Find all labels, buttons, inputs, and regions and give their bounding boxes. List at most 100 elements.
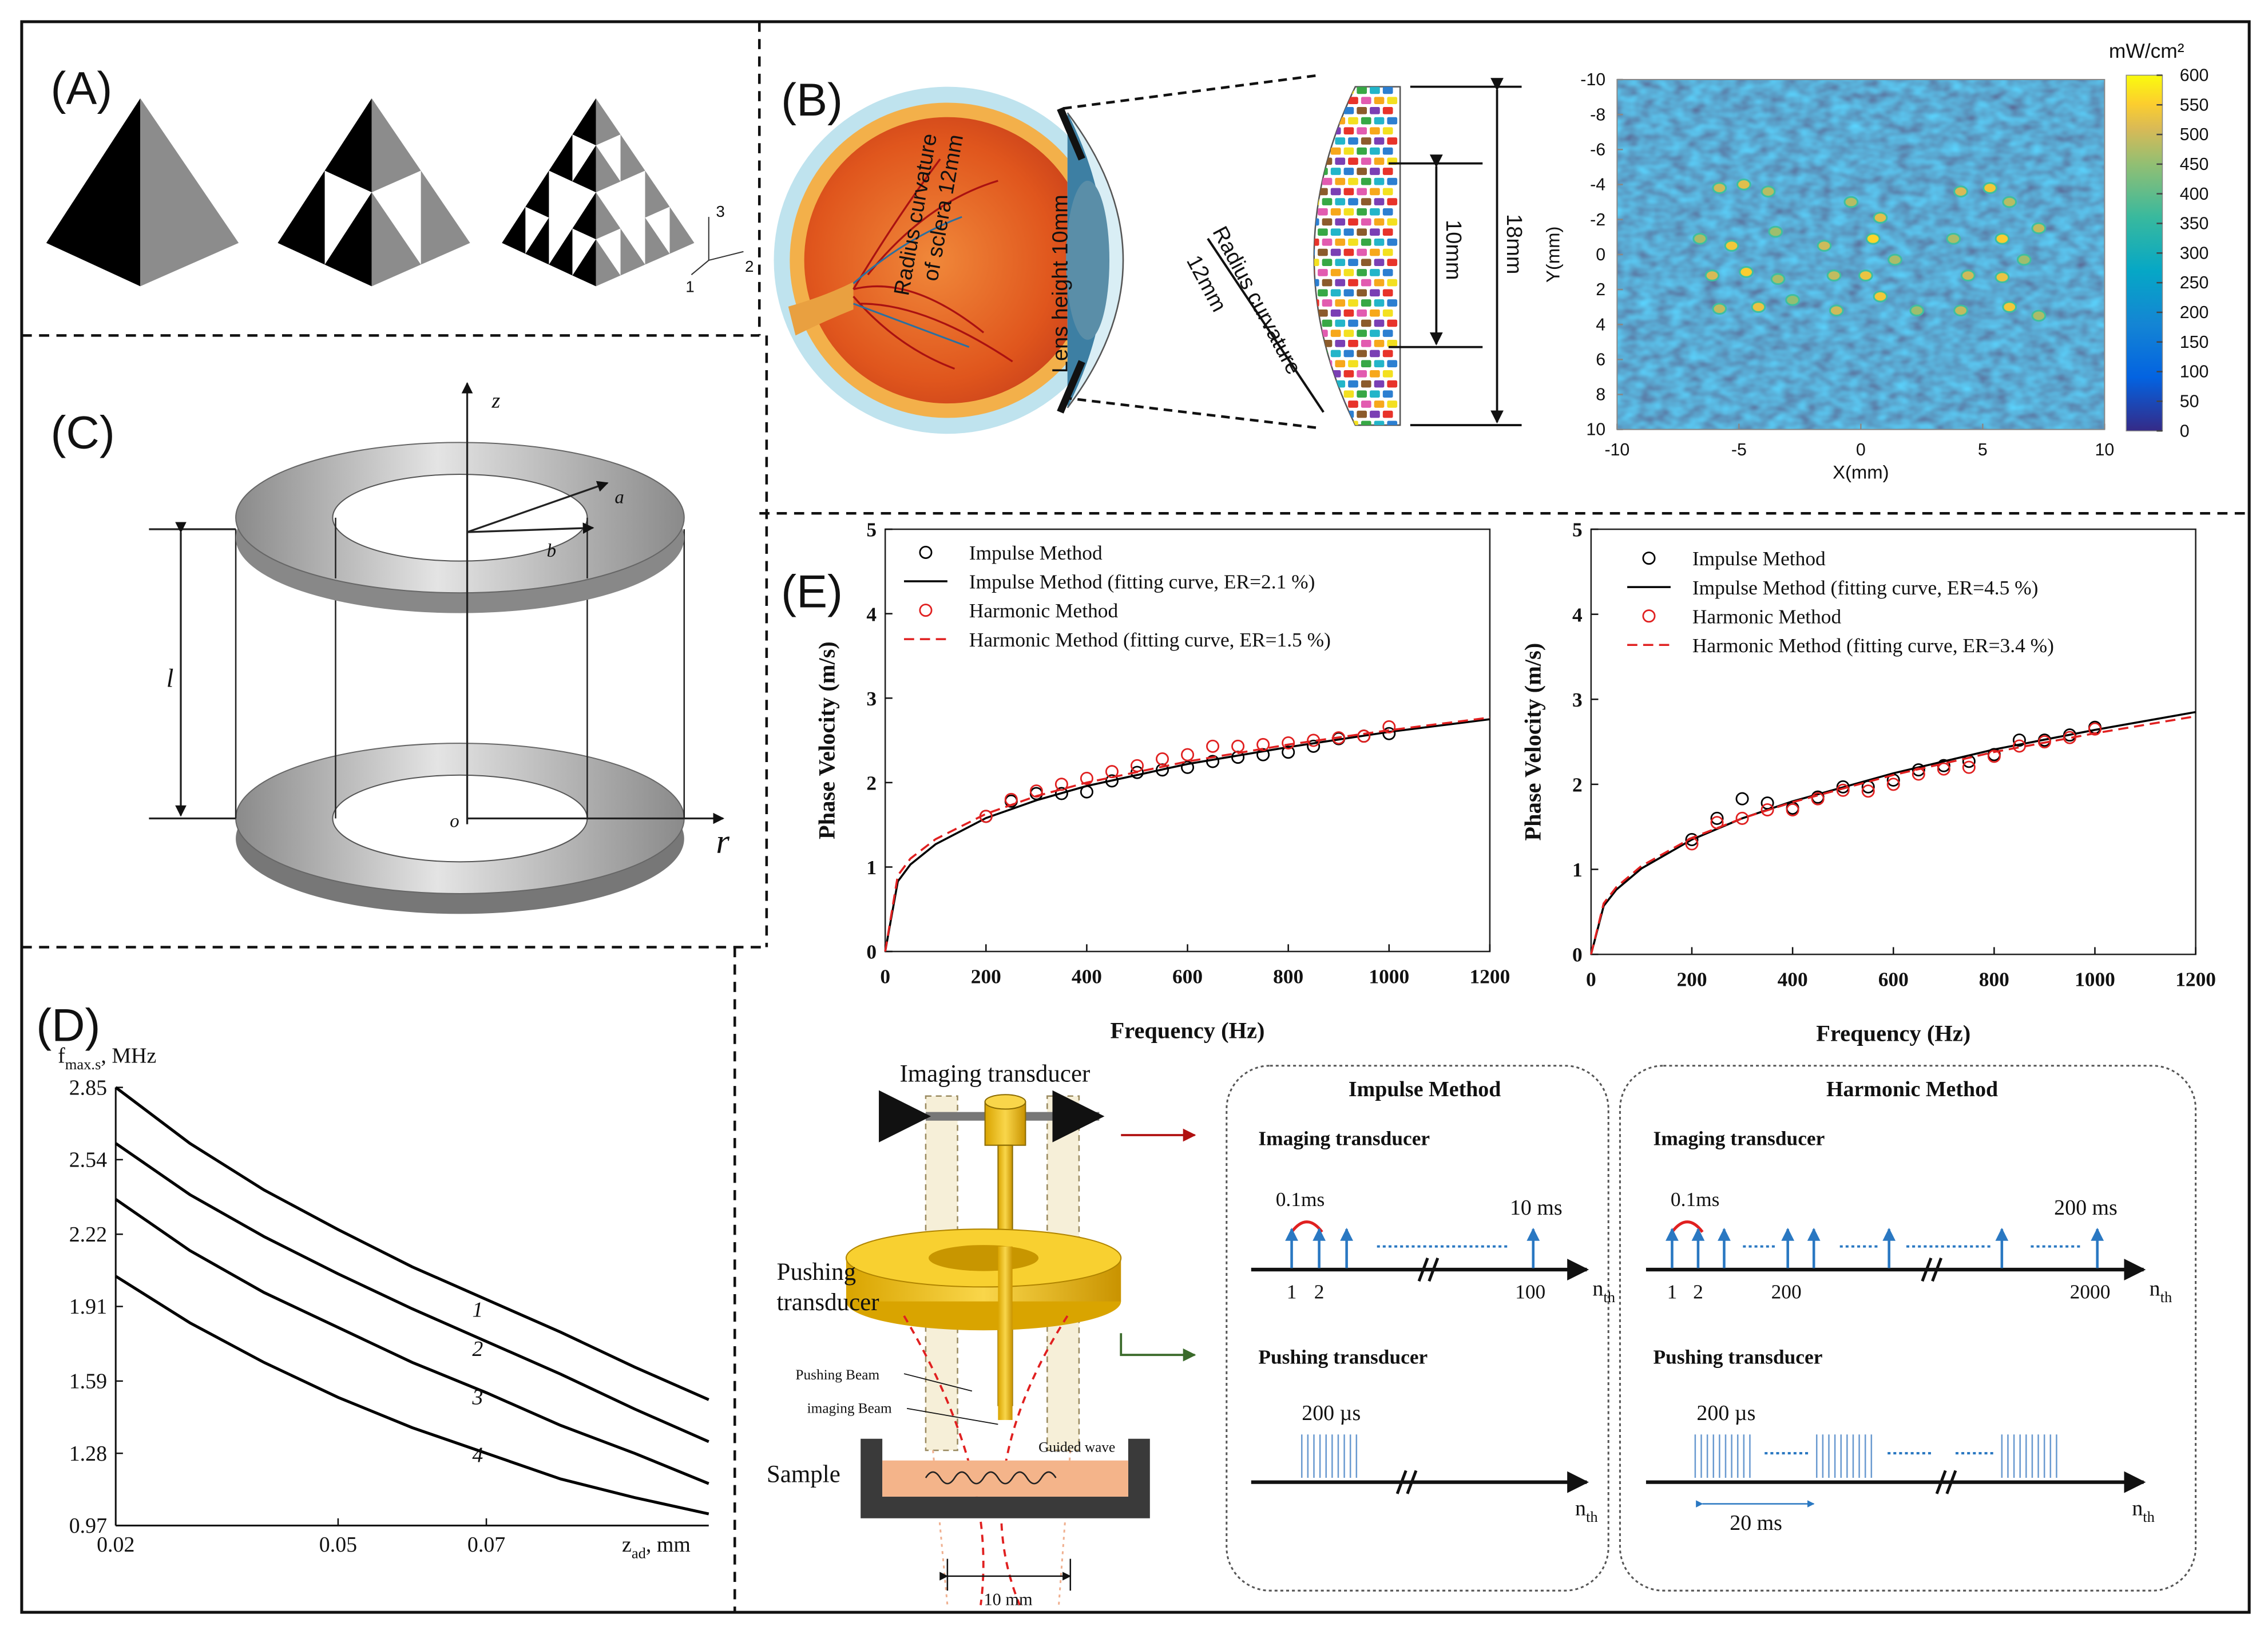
lens-cell [1374, 380, 1385, 388]
lens-cell [1387, 177, 1398, 185]
colorbar-tick-label: 150 [2180, 333, 2209, 352]
hotspot [2016, 253, 2032, 266]
symbol: z [491, 389, 501, 413]
lens-cell [1387, 421, 1398, 426]
leader [906, 1407, 998, 1425]
data-point [1080, 771, 1093, 785]
lens-cell [1314, 218, 1319, 226]
pyramid-face [371, 170, 421, 265]
hotspot [1770, 273, 1786, 285]
text-part: f [58, 1044, 65, 1068]
hotspot [1826, 269, 1842, 281]
symbol: b [547, 541, 556, 561]
y-tick-label: 1.91 [69, 1295, 107, 1319]
pulse-label: 200 [1771, 1280, 1802, 1303]
colorbar-tick-label: 600 [2180, 66, 2209, 85]
hotspot [1768, 225, 1783, 238]
lens-cell [1357, 208, 1367, 216]
lens-cell [1374, 97, 1385, 104]
lens-cell [1382, 309, 1393, 317]
lens-cell [1348, 400, 1358, 408]
lens-cell [1343, 390, 1354, 398]
lens-cell [1370, 107, 1380, 114]
lens-cell [1382, 350, 1393, 358]
pulse-label: 1 [1287, 1280, 1297, 1303]
lens-cell [1374, 198, 1385, 205]
y-tick-label: -6 [1590, 140, 1605, 159]
text-part: n [1575, 1497, 1586, 1521]
curve-label: 3 [471, 1385, 483, 1409]
panel-label: (E) [781, 566, 843, 618]
timeline-line [1945, 1470, 1957, 1494]
lens-cell [1374, 177, 1385, 185]
data-point [1886, 778, 1900, 791]
lens-cell [1387, 117, 1398, 125]
data-line [884, 716, 1490, 952]
pyramid-face [140, 98, 239, 287]
duration-label: 200 ms [2054, 1196, 2118, 1220]
data-point [1130, 759, 1144, 772]
hotspot [1953, 304, 1968, 317]
hotspot [1995, 271, 2010, 283]
data-point [1105, 765, 1119, 779]
lens-cell [1370, 127, 1380, 135]
timeline-line [1395, 1470, 1407, 1494]
lens-cell [1335, 97, 1346, 104]
lens-cell [1370, 248, 1380, 256]
lens-cell [1382, 390, 1393, 398]
x-tick-label: 400 [1072, 965, 1102, 988]
lens-cell [1314, 228, 1315, 236]
pyramid-face [596, 145, 621, 193]
lens-cell [1357, 309, 1367, 317]
lens-cell [1348, 198, 1358, 205]
lens-cell [1343, 269, 1354, 276]
lens-cell [1374, 299, 1385, 307]
x-tick-label: 1200 [2175, 968, 2216, 991]
hotspot [1865, 232, 1881, 245]
lens-cell [1318, 248, 1328, 256]
pyramid-face [669, 207, 695, 254]
x-tick-label: 800 [1979, 968, 2009, 991]
lens-cell [1357, 147, 1367, 155]
lens-cell [1322, 400, 1333, 408]
lens-cell [1314, 239, 1319, 246]
pyramid-face [525, 217, 549, 265]
colorbar-tick-label: 0 [2180, 422, 2190, 441]
x-tick-label: -10 [1604, 441, 1629, 459]
pyramid-face [572, 145, 596, 193]
lens-cell [1330, 228, 1341, 236]
lens-cell [1335, 177, 1346, 185]
lens-cell [1370, 330, 1380, 337]
y-tick-label: 1.59 [69, 1370, 107, 1394]
lens-cell [1314, 248, 1315, 256]
lens-cell [1314, 97, 1319, 104]
y-axis-label: Phase Velocity (m/s) [814, 641, 840, 839]
hotspot [1888, 253, 1902, 266]
colorbar [2126, 74, 2163, 431]
data-point [1054, 787, 1068, 800]
method-title: Harmonic Method [1826, 1077, 1998, 1101]
lens-cell [1343, 147, 1354, 155]
y-tick-label: -2 [1590, 211, 1605, 229]
lens-cell [1343, 228, 1354, 236]
pyramid-face [645, 170, 670, 218]
lens-cell [1322, 239, 1333, 246]
y-tick-label: 1.28 [69, 1442, 107, 1466]
panel-label: (B) [781, 74, 843, 126]
lens-cell [1357, 86, 1367, 94]
y-tick-label: 0 [1572, 943, 1583, 966]
eye-label: Lens height 10mm [1049, 195, 1073, 373]
text-part: z [622, 1533, 632, 1557]
data-point [1029, 787, 1043, 800]
lens-cell [1387, 339, 1398, 347]
lens-cell [1348, 239, 1358, 246]
data-line [114, 1086, 709, 1401]
symbol: o [450, 811, 459, 832]
lens-cell [1382, 330, 1393, 337]
axis-label: 3 [716, 203, 724, 220]
text-part: th [1586, 1508, 1598, 1525]
y-tick-label: 2.54 [69, 1148, 107, 1172]
annulus-cylinder [149, 382, 725, 914]
panel-label: (C) [50, 407, 114, 459]
pyramid-face [324, 192, 372, 287]
